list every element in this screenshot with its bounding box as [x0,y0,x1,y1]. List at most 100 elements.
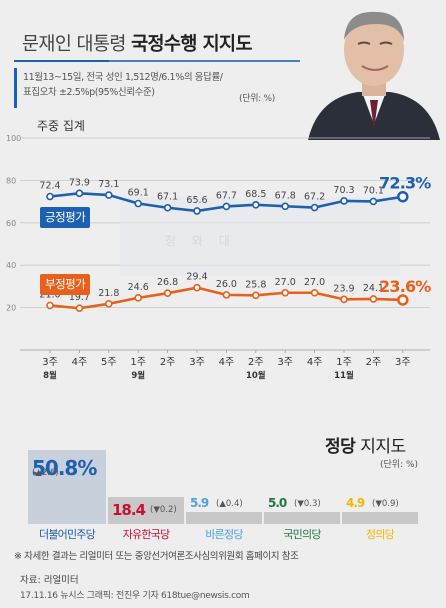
x-tick-label: 2주 [366,357,382,368]
positive-series-label: 긍정평가 [40,207,91,228]
survey-line-2: 표집오차 ±2.5%p(95%신뢰수준) [23,87,155,98]
party-value: 50.8% [32,455,97,480]
data-point [369,197,378,206]
party-value: 4.9 [346,496,365,510]
party-section-title: 정당 지지도 [325,432,406,457]
title-part1: 문재인 대통령 [22,34,126,55]
party-bar-fill [186,512,262,524]
party-name: 국민의당 [283,528,321,541]
data-label: 73.9 [69,177,90,188]
x-tick-label: 3주 [277,357,293,368]
data-point [310,203,319,212]
chart-subtitle: 주중 집계 [37,119,85,133]
data-label: 24.6 [128,282,149,293]
x-tick-label: 4주 [72,357,88,368]
data-point [105,299,113,308]
watermark-panel [120,197,400,276]
credit: 17.11.16 뉴시스 그래픽: 전진우 기자 618tue@newsis.c… [20,591,250,601]
party-unit-label: (단위: %) [380,460,419,470]
party-change: (▲2.6) [32,467,59,478]
data-label: 72.4 [39,181,60,192]
survey-info: 11월13~15일, 전국 성인 1,512명/6.1%의 응답률/ 표집오차 … [14,68,237,108]
data-point [46,192,54,201]
data-label: 24.1 [363,283,384,294]
party-name: 바른정당 [205,528,243,541]
party-change: (▼0.2) [150,505,177,516]
data-point [134,294,142,302]
party-change: (▲0.4) [216,499,243,509]
data-point [134,199,142,208]
party-bar [28,449,106,524]
data-label: 70.1 [363,185,384,196]
data-point [281,288,290,297]
y-tick-label: 40 [6,261,16,270]
data-label: 67.7 [216,190,237,201]
party-name: 더불어민주당 [39,528,96,541]
approval-line-chart: 20 40 60 80 100 72.4 73.9 73.1 69.1 67.1 65.6 67.7… [6,134,432,381]
data-point [340,295,348,304]
x-tick-label: 1주 [336,357,352,368]
month-label: 11월 [334,370,354,381]
data-point [163,203,172,212]
party-bar [342,512,418,524]
data-point [340,197,348,205]
data-label: 67.1 [157,192,178,203]
footnote: ※ 자세한 결과는 리얼미터 또는 중앙선거여론조사심의위원회 홈페이지 참조 [14,551,299,562]
party-bar [186,512,262,524]
party-title-part1: 정당 [325,437,356,457]
y-tick-label: 20 [6,304,16,313]
data-label: 26.0 [216,279,237,290]
x-tick-label: 5주 [101,357,117,368]
survey-line-1: 11월13~15일, 전국 성인 1,512명/6.1%의 응답률/ [23,72,223,83]
party-bar-fill [264,512,340,524]
source: 자료: 리얼미터 [20,575,79,586]
y-tick-label: 80 [6,176,16,185]
president-portrait [300,0,446,140]
data-label: 68.5 [245,189,266,200]
data-label: 27.0 [275,277,296,288]
data-label: 26.8 [157,277,178,288]
data-point [105,191,113,199]
negative-series-label: 부정평가 [40,274,91,295]
data-point [46,301,54,310]
y-tick-label: 100 [6,134,21,143]
x-tick-label: 3주 [189,357,205,368]
data-point [163,289,172,297]
data-label: 65.6 [186,195,207,206]
party-value: 5.0 [268,496,287,510]
month-label: 8월 [43,370,57,381]
watermark: 청 와 대 [165,234,236,248]
party-title-part2: 지지도 [360,437,406,457]
data-label-latest: 23.6% [379,277,431,296]
data-point [252,200,260,209]
data-point [193,283,201,292]
data-label: 73.1 [98,179,119,190]
party-value: 18.4 [112,501,146,520]
x-tick-label: 4주 [307,357,323,368]
x-tick-label: 2주 [160,357,176,368]
data-label: 70.3 [333,185,354,196]
party-bar-fill [28,449,106,524]
data-point [397,294,409,306]
data-label: 19.7 [69,292,90,303]
data-label: 21.8 [98,288,119,299]
month-label: 10월 [246,370,266,381]
x-tick-label: 3주 [395,357,411,368]
data-label: 67.2 [304,192,325,203]
y-tick-label: 60 [6,219,16,228]
title-underline [14,60,314,62]
data-point [252,291,260,300]
party-bar [108,497,184,524]
party-change: (▼0.9) [372,499,399,509]
x-tick-label: 3주 [42,357,58,368]
party-bar-fill [108,497,184,524]
data-point [75,304,84,313]
data-label: 25.8 [245,279,266,290]
title-part2: 국정수행 지지도 [131,34,252,55]
party-name: 정의당 [366,528,395,541]
data-point [222,291,231,299]
x-tick-label: 1주 [130,357,146,368]
data-label: 69.1 [128,188,149,199]
party-change: (▼0.3) [294,499,321,509]
party-value: 5.9 [190,496,209,510]
